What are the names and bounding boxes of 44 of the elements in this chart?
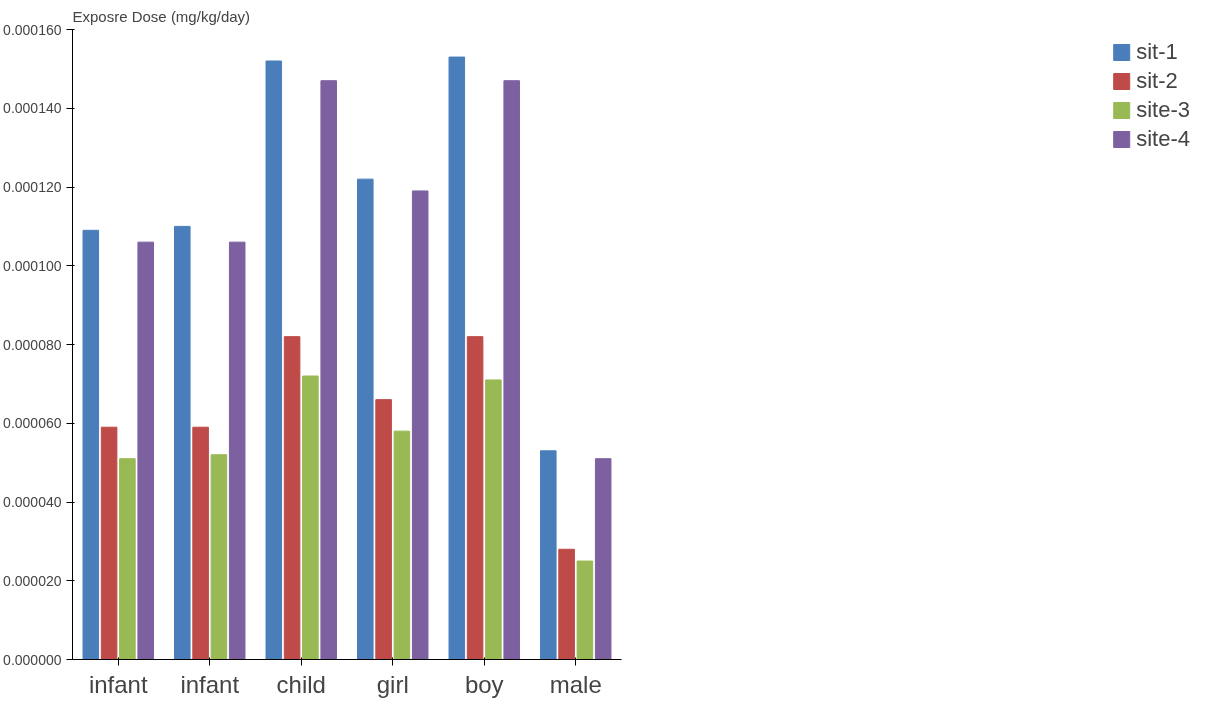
bar <box>503 80 520 660</box>
legend-label: sit-2 <box>1136 68 1178 94</box>
y-axis-title: Exposre Dose (mg/kg/day) <box>72 7 251 25</box>
bar <box>576 560 594 660</box>
x-tick-label: child <box>276 670 326 698</box>
y-tick-label: 0.000040 <box>3 494 62 510</box>
legend-label: site-3 <box>1136 97 1190 123</box>
x-tick-label: infant <box>180 670 240 698</box>
bar <box>558 548 575 660</box>
y-tick-label: 0.000060 <box>3 415 62 432</box>
bar <box>192 426 209 660</box>
bar <box>466 336 484 660</box>
x-tick-label: boy <box>464 670 504 698</box>
y-tick-label: 0.000000 <box>3 651 62 668</box>
bar <box>357 178 374 660</box>
y-tick-label: 0.000160 <box>3 21 62 38</box>
bar <box>100 426 118 660</box>
bar <box>393 430 411 660</box>
bar <box>411 190 429 660</box>
y-tick-label: 0.000080 <box>3 336 62 353</box>
bar <box>210 454 228 660</box>
bar <box>302 375 319 660</box>
bar <box>137 241 154 660</box>
bar <box>320 80 337 660</box>
y-tick-label: 0.000140 <box>3 100 62 117</box>
bar <box>448 56 466 660</box>
bar <box>174 225 191 660</box>
bar <box>82 229 100 660</box>
x-tick-label: male <box>549 670 602 698</box>
bar <box>265 60 283 660</box>
x-tick-label: infant <box>88 670 148 698</box>
bar <box>228 241 246 660</box>
bar <box>283 336 301 660</box>
y-tick-label: 0.000100 <box>3 257 62 274</box>
y-tick-label: 0.000020 <box>3 572 62 589</box>
x-tick-label: girl <box>376 670 409 698</box>
bar <box>119 458 136 660</box>
y-tick-label: 0.000120 <box>3 179 62 195</box>
legend-label: sit-1 <box>1136 39 1178 65</box>
bar <box>485 379 502 660</box>
bar <box>375 399 392 660</box>
legend-label: site-4 <box>1136 126 1190 152</box>
bar <box>594 458 612 660</box>
bar <box>540 450 557 660</box>
